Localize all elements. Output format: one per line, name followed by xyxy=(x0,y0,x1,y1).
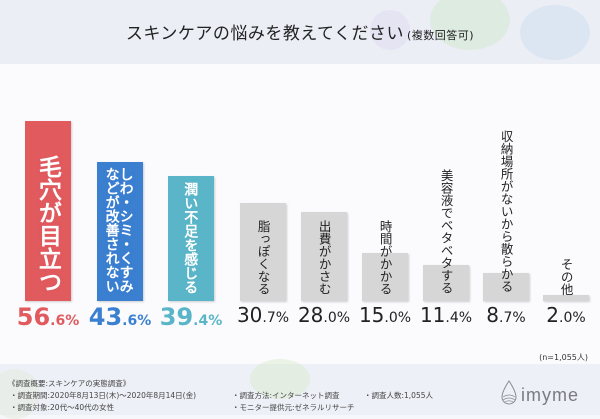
value-integer: 43 xyxy=(88,303,123,331)
brand-logo: imyme xyxy=(521,385,579,405)
floral-decoration xyxy=(370,10,410,50)
floral-decoration xyxy=(250,359,310,399)
category-label: 収納場所がないから散らかる xyxy=(498,130,514,293)
bar-3 xyxy=(168,175,214,301)
value-decimal: .0% xyxy=(323,310,351,326)
header-banner: スキンケアの悩みを教えてください (複数回答可) xyxy=(0,0,600,64)
category-label: 脂っぽくなる xyxy=(255,219,271,295)
category-label: 時間がかかる xyxy=(377,219,393,295)
value-label: 43.6% xyxy=(89,305,152,329)
title-text: スキンケアの悩みを教えてください xyxy=(125,24,405,44)
category-label-line: 時間がかかる xyxy=(377,219,393,295)
survey-period: ・調査期間:2020年8月13日(木)〜2020年8月14日(金) xyxy=(10,391,197,400)
floral-decoration xyxy=(430,0,510,50)
value-integer: 2 xyxy=(546,303,560,327)
value-label: 8.7% xyxy=(486,305,525,325)
value-decimal: .0% xyxy=(559,310,586,326)
category-label: 毛穴が目立つ xyxy=(34,155,61,294)
bar-5 xyxy=(301,211,347,301)
bar-1 xyxy=(25,121,71,301)
bar-2 xyxy=(97,162,143,301)
value-integer: 56 xyxy=(16,303,51,331)
monitor-provider: ・モニター提供元:ゼネラルリサーチ xyxy=(232,403,355,412)
category-label-line: などが改善されない xyxy=(103,167,120,294)
chart-title: スキンケアの悩みを教えてください (複数回答可) xyxy=(0,19,600,44)
bar-4 xyxy=(240,203,286,301)
value-integer: 8 xyxy=(486,303,500,327)
value-label: 30.7% xyxy=(237,305,289,325)
value-label: 56.6% xyxy=(17,305,80,329)
footer xyxy=(0,359,600,419)
category-label-line: その他 xyxy=(558,257,574,296)
category-label: 潤い不足を感じる xyxy=(182,181,199,294)
title-subtitle: (複数回答可) xyxy=(407,29,475,42)
value-integer: 30 xyxy=(236,303,263,327)
value-label: 28.0% xyxy=(298,305,350,325)
value-decimal: .6% xyxy=(50,313,80,329)
category-label-line: 脂っぽくなる xyxy=(255,219,271,295)
category-label-line: 収納場所がないから散らかる xyxy=(498,130,514,293)
category-label-line: しわ・シミ・くすみ xyxy=(117,167,134,294)
bar-6 xyxy=(362,253,408,301)
survey-count: ・調査人数:1,055人 xyxy=(364,391,433,400)
value-decimal: .7% xyxy=(262,310,290,326)
sample-size: (n=1,055人) xyxy=(539,353,588,362)
value-integer: 11 xyxy=(419,303,446,327)
value-decimal: .7% xyxy=(499,310,526,326)
survey-method: ・調査方法:インターネット調査 xyxy=(232,391,340,400)
floral-decoration xyxy=(520,5,590,60)
floral-decoration xyxy=(0,369,40,419)
bar-8 xyxy=(483,273,529,301)
value-decimal: .6% xyxy=(122,313,152,329)
value-label: 11.4% xyxy=(420,305,472,325)
value-label: 15.0% xyxy=(359,305,411,325)
value-label: 39.4% xyxy=(160,305,223,329)
droplet-logo-icon xyxy=(501,380,517,405)
category-label-line: 出費がかさむ xyxy=(316,219,332,295)
survey-overview: 《調査概要:スキンケアの実態調査》 xyxy=(8,379,131,388)
category-label: 美容液でベタベタする xyxy=(438,168,454,294)
bar-9 xyxy=(543,294,589,301)
value-decimal: .4% xyxy=(193,313,223,329)
value-integer: 39 xyxy=(159,303,194,331)
value-integer: 28 xyxy=(297,303,324,327)
category-label-line: 潤い不足を感じる xyxy=(182,181,199,294)
survey-target: ・調査対象:20代〜40代の女性 xyxy=(10,403,115,412)
category-label: 出費がかさむ xyxy=(316,219,332,295)
value-integer: 15 xyxy=(358,303,385,327)
category-label: その他 xyxy=(558,257,574,296)
bar-7 xyxy=(423,264,469,301)
category-label: しわ・シミ・くすみ などが改善されない xyxy=(103,167,134,294)
value-decimal: .4% xyxy=(445,310,473,326)
value-decimal: .0% xyxy=(384,310,412,326)
category-label-line: 毛穴が目立つ xyxy=(34,155,61,294)
value-label: 2.0% xyxy=(546,305,585,325)
category-label-line: 美容液でベタベタする xyxy=(438,168,454,294)
